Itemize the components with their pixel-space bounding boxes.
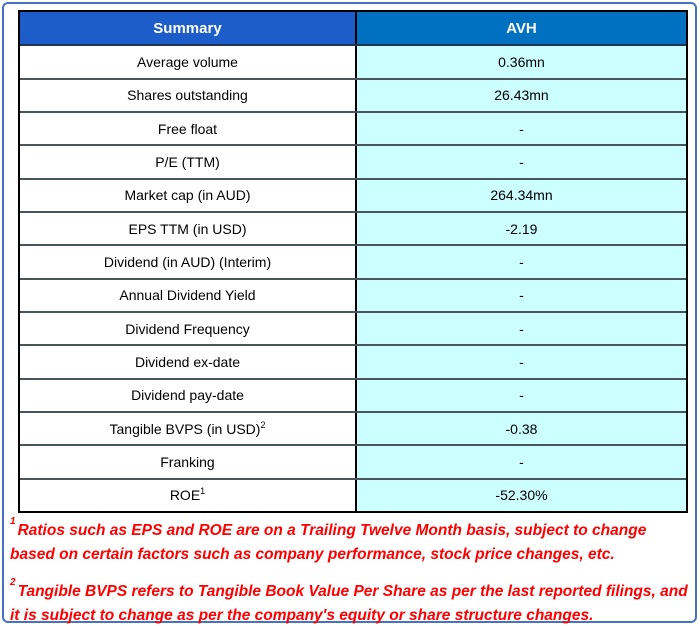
table-row: Shares outstanding 26.43mn <box>20 77 686 111</box>
metric-label-cell: Average volume <box>20 46 355 78</box>
metric-value: - <box>519 453 524 470</box>
metric-value-cell: 264.34mn <box>354 179 686 211</box>
metric-value: -52.30% <box>495 487 548 504</box>
metric-value-cell: - <box>354 446 686 478</box>
metric-label: Dividend pay-date <box>131 387 244 404</box>
footnote-1: 1Ratios such as EPS and ROE are on a Tra… <box>10 515 690 567</box>
table-row: Franking - <box>20 444 686 478</box>
footnote-2: 2Tangible BVPS refers to Tangible Book V… <box>10 576 690 626</box>
metric-value: - <box>519 153 524 170</box>
metric-value-cell: - <box>354 146 686 178</box>
metric-label: EPS TTM (in USD) <box>128 220 247 237</box>
metric-label-cell: Annual Dividend Yield <box>20 279 355 311</box>
metric-value: 26.43mn <box>494 87 549 104</box>
metric-label-cell: Shares outstanding <box>20 79 355 111</box>
metric-label-cell: Dividend pay-date <box>20 379 355 411</box>
metric-label: Annual Dividend Yield <box>119 287 256 304</box>
footnote-2-text: Tangible BVPS refers to Tangible Book Va… <box>10 583 688 625</box>
metric-label: Dividend ex-date <box>134 353 241 370</box>
table-row: Average volume 0.36mn <box>20 44 686 78</box>
metric-value: - <box>519 353 524 370</box>
metric-value: - <box>519 120 524 137</box>
metric-value-cell: - <box>354 312 686 345</box>
metric-label-cell: Market cap (in AUD) <box>20 179 355 211</box>
metric-value-cell: - <box>354 246 686 278</box>
metric-value-cell: -2.19 <box>354 212 686 245</box>
metric-label-cell: Dividend ex-date <box>20 346 355 378</box>
metric-label: Dividend (in AUD) (Interim) <box>103 253 272 270</box>
metric-value-cell: - <box>354 346 686 378</box>
table-row: P/E (TTM) - <box>20 144 686 178</box>
table-row: ROE 1 -52.30% <box>20 477 686 511</box>
metric-value: -2.19 <box>505 220 538 237</box>
metric-value: - <box>519 320 524 337</box>
metric-value: - <box>519 287 524 304</box>
table-row: Tangible BVPS (in USD) 2 -0.38 <box>20 410 686 445</box>
footnotes-section: 1Ratios such as EPS and ROE are on a Tra… <box>10 515 690 626</box>
metric-label-cell: Free float <box>20 112 355 145</box>
metric-value-cell: 0.36mn <box>354 46 686 78</box>
table-row: Dividend ex-date - <box>20 344 686 378</box>
metric-label: Shares outstanding <box>127 87 248 104</box>
metric-label-cell: Dividend Frequency <box>20 312 355 345</box>
metric-value-cell: -52.30% <box>354 479 686 511</box>
metric-label-cell: ROE 1 <box>20 479 355 511</box>
metric-label-cell: P/E (TTM) <box>20 146 355 178</box>
header-cell-summary: Summary <box>20 12 355 45</box>
table-row: Free float - <box>20 110 686 145</box>
metric-label: Free float <box>157 120 218 137</box>
summary-table: Summary AVH Average volume 0.36mn Shares… <box>18 10 688 513</box>
table-row: EPS TTM (in USD) -2.19 <box>20 210 686 245</box>
footnote-1-superscript: 1 <box>10 515 16 527</box>
metric-label: Tangible BVPS (in USD) <box>109 420 261 437</box>
metric-label: Market cap (in AUD) <box>124 187 251 204</box>
metric-value: - <box>519 387 524 404</box>
table-header-row: Summary AVH <box>20 12 686 45</box>
metric-value: 0.36mn <box>498 53 545 70</box>
metric-value: 264.34mn <box>490 187 553 204</box>
metric-value: - <box>519 253 524 270</box>
header-cell-ticker: AVH <box>354 12 686 45</box>
metric-label: Dividend Frequency <box>125 320 250 337</box>
metric-label: Franking <box>160 453 215 470</box>
table-row: Dividend (in AUD) (Interim) - <box>20 244 686 278</box>
metric-value-cell: - <box>354 379 686 411</box>
metric-value-cell: -0.38 <box>354 412 686 445</box>
table-row: Dividend Frequency - <box>20 310 686 345</box>
metric-label-cell: Dividend (in AUD) (Interim) <box>20 246 355 278</box>
metric-value-cell: - <box>354 279 686 311</box>
footnote-1-text: Ratios such as EPS and ROE are on a Trai… <box>10 522 647 564</box>
metric-value-cell: 26.43mn <box>354 79 686 111</box>
metric-label-cell: Franking <box>20 446 355 478</box>
metric-value-cell: - <box>354 112 686 145</box>
metric-label-cell: EPS TTM (in USD) <box>20 212 355 245</box>
table-row: Market cap (in AUD) 264.34mn <box>20 177 686 211</box>
footnote-2-superscript: 2 <box>10 576 16 588</box>
table-row: Annual Dividend Yield - <box>20 277 686 311</box>
metric-label: P/E (TTM) <box>155 153 220 170</box>
metric-label: ROE <box>169 487 201 504</box>
table-row: Dividend pay-date - <box>20 377 686 411</box>
metric-value: -0.38 <box>505 420 538 437</box>
metric-label-cell: Tangible BVPS (in USD) 2 <box>20 412 355 445</box>
metric-label: Average volume <box>137 53 238 70</box>
